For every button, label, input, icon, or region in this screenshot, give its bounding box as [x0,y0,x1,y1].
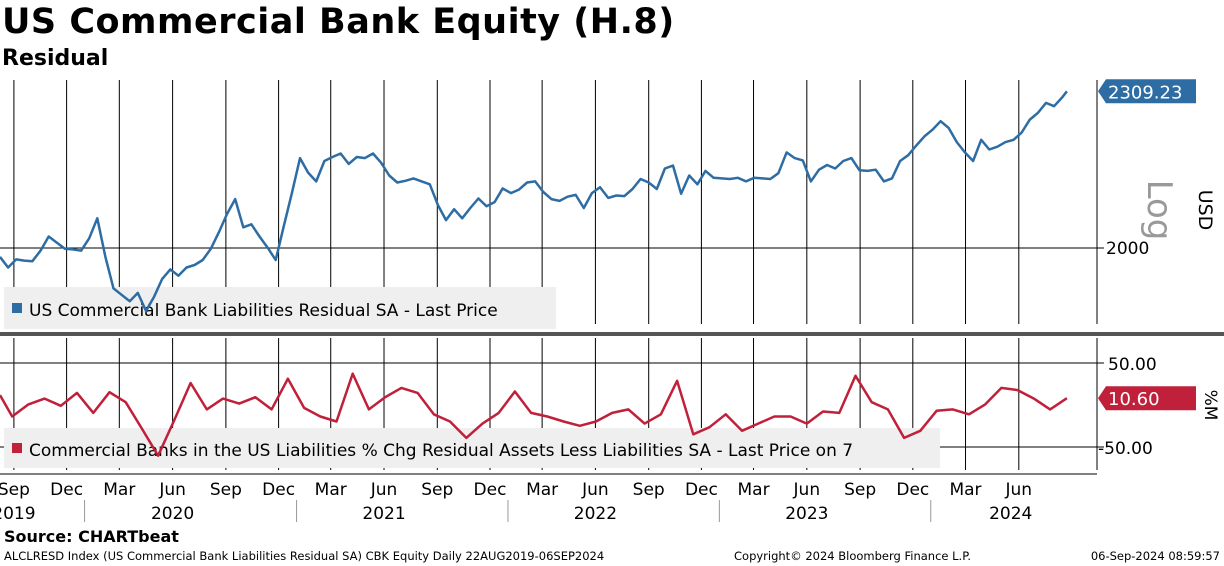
x-tick-label: Dec [896,480,929,500]
x-tick-label: Dec [262,480,295,500]
x-tick-label: Sep [844,480,876,500]
lower-legend-box [4,428,940,468]
x-year-label: 2019 [0,504,36,524]
upper-legend-swatch [12,303,22,313]
x-tick-label: Dec [50,480,83,500]
footer-timestamp: 06-Sep-2024 08:59:57 [1090,549,1220,563]
lower-last-value-tag [1098,386,1196,411]
x-year-label: 2024 [989,504,1032,524]
footer-copyright: Copyright© 2024 Bloomberg Finance L.P. [734,549,971,563]
upper-series-line [0,90,1068,313]
lower-series-line [0,372,1068,457]
x-tick-label: Mar [526,480,558,500]
upper-tick-2000: 2000 [1106,239,1149,259]
x-tick-label: Sep [633,480,665,500]
chart-subtitle: Residual [2,46,109,71]
x-tick-label: Sep [421,480,453,500]
x-year-label: 2020 [151,504,194,524]
x-tick-label: Jun [581,480,609,500]
lower-tick-minus50: -50.00 [1098,439,1153,459]
upper-gridlines [13,80,1020,324]
x-tick-label: Sep [210,480,242,500]
x-tick-label: Jun [370,480,398,500]
x-tick-label: Mar [315,480,347,500]
lower-legend-text: Commercial Banks in the US Liabilities %… [29,441,853,461]
lower-tick-50: 50.00 [1108,355,1157,375]
log-scale-label: Log [1139,180,1179,241]
x-tick-label: Dec [474,480,507,500]
lower-axis-label: %M [1200,390,1220,421]
x-year-label: 2021 [362,504,405,524]
chart-title: US Commercial Bank Equity (H.8) [2,2,675,42]
x-axis-labels: Sep Dec Mar Jun Sep Dec Mar Jun Sep Dec Mar Jun Sep D… [0,480,1032,524]
x-tick-label: Mar [103,480,135,500]
x-tick-label: Jun [158,480,186,500]
upper-legend-text: US Commercial Bank Liabilities Residual … [29,301,498,321]
source-note: Source: CHARTbeat [4,527,179,546]
footer-ticker: ALCLRESD Index (US Commercial Bank Liabi… [4,549,605,563]
x-tick-label: Mar [737,480,769,500]
x-tick-label: Jun [793,480,821,500]
upper-last-value: 2309.23 [1108,82,1182,103]
x-year-label: 2023 [785,504,828,524]
x-year-label: 2022 [574,504,617,524]
x-tick-label: Sep [0,480,30,500]
x-tick-label: Mar [949,480,981,500]
upper-legend-box [4,287,556,329]
upper-last-value-tag [1098,79,1196,104]
x-tick-label: Dec [685,480,718,500]
lower-last-value: 10.60 [1108,389,1160,410]
upper-axis-label: USD [1194,190,1216,231]
lower-legend-swatch [12,443,22,453]
x-tick-label: Jun [1005,480,1033,500]
